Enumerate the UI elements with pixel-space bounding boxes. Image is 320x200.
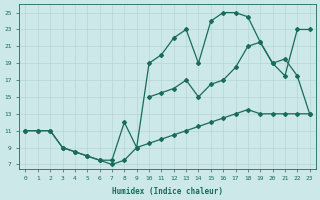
X-axis label: Humidex (Indice chaleur): Humidex (Indice chaleur) bbox=[112, 187, 223, 196]
